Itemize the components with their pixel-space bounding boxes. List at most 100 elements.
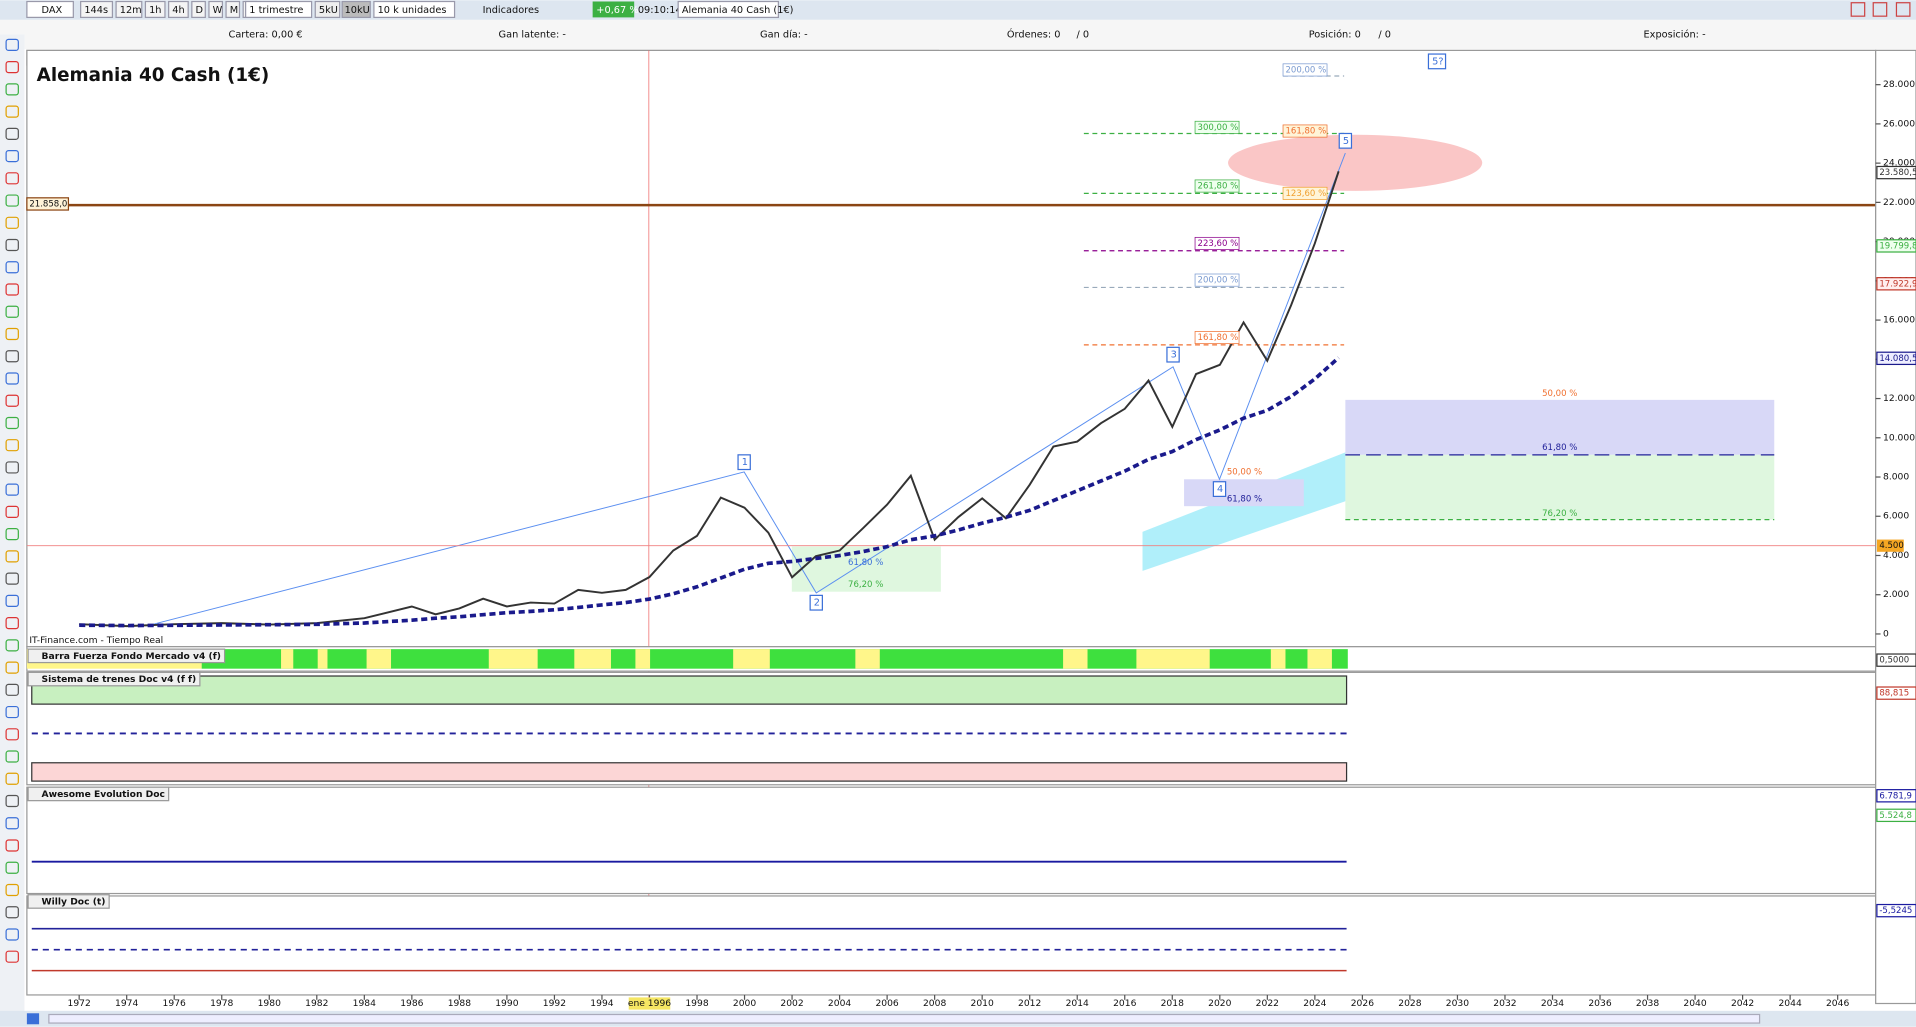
tool-icon[interactable] — [5, 38, 19, 51]
tool-icon[interactable] — [5, 327, 19, 341]
value-tag — [1876, 903, 1916, 918]
tool-icon[interactable] — [5, 839, 19, 852]
symbol[interactable]: DAX — [42, 5, 63, 16]
timeframe-button[interactable] — [225, 0, 241, 19]
y-tick-label: 6.000 — [1883, 511, 1909, 522]
timeframe-button[interactable] — [208, 0, 224, 19]
timeframe-label[interactable]: D — [196, 5, 204, 16]
tool-icon[interactable] — [5, 261, 19, 274]
scroll-button[interactable] — [26, 1013, 40, 1025]
price-axis — [1875, 49, 1916, 1005]
fib-label: 161,80 % — [1285, 127, 1326, 137]
timeframe-button[interactable] — [144, 0, 166, 19]
wave-box — [809, 594, 823, 611]
tool-icon[interactable] — [5, 350, 19, 363]
size-box[interactable] — [314, 0, 341, 19]
target-zone — [1228, 134, 1483, 191]
tool-icon[interactable] — [5, 483, 19, 496]
tool-icon[interactable] — [5, 728, 19, 741]
tool-icon[interactable] — [5, 794, 19, 808]
window-button[interactable] — [1850, 2, 1866, 17]
tool-icon[interactable] — [5, 105, 19, 118]
price-tag — [1876, 351, 1916, 366]
tool-icon[interactable] — [5, 772, 19, 785]
instrument: Alemania 40 Cash (1€) — [682, 5, 794, 16]
tool-icon[interactable] — [5, 238, 19, 252]
scrollbar[interactable] — [48, 1013, 1761, 1024]
tool-icon[interactable] — [5, 883, 19, 897]
tool-icon[interactable] — [5, 750, 19, 763]
tool-icon[interactable] — [5, 950, 19, 963]
panel — [26, 895, 1877, 996]
level-tag — [26, 197, 70, 211]
x-tick-highlight — [628, 997, 671, 1010]
x-tick-label: 2044 — [1778, 998, 1801, 1009]
price-line — [79, 171, 1340, 628]
level-tag — [1876, 539, 1904, 552]
fib-label: 261,80 % — [1198, 182, 1239, 192]
tool-icon[interactable] — [5, 705, 19, 719]
symbol-box[interactable] — [26, 0, 74, 19]
tool-icon[interactable] — [5, 861, 19, 874]
strength-band — [201, 649, 1348, 669]
timeframe-button[interactable] — [80, 0, 114, 19]
timeframe-label[interactable]: W — [213, 5, 223, 16]
tool-icon[interactable] — [5, 394, 19, 407]
tool-icon[interactable] — [5, 194, 19, 207]
timeframe-label[interactable]: 4h — [172, 5, 184, 16]
price-tag-label: 14.080,5 — [1879, 354, 1916, 364]
wave-box — [1212, 481, 1227, 498]
tool-icon[interactable] — [5, 594, 19, 607]
fib-zone — [1345, 454, 1775, 520]
tool-icon[interactable] — [5, 416, 19, 430]
tool-icon[interactable] — [5, 149, 19, 163]
tool-icon[interactable] — [5, 817, 19, 830]
tool-icon[interactable] — [5, 550, 19, 563]
window-button[interactable] — [1895, 2, 1911, 17]
tool-icon[interactable] — [5, 439, 19, 452]
strength-band — [366, 649, 392, 669]
timeframe-label[interactable]: 12m — [120, 5, 142, 16]
timeframe-button[interactable] — [115, 0, 143, 19]
tool-icon[interactable] — [5, 639, 19, 652]
units[interactable]: 10 k unidades — [378, 5, 447, 16]
timeframe-label[interactable]: M — [230, 5, 238, 16]
account-field: Cartera: 0,00 € — [229, 29, 303, 40]
tool-icon[interactable] — [5, 505, 19, 519]
period-box[interactable] — [244, 0, 313, 19]
tool-icon[interactable] — [5, 928, 19, 941]
tool-icon[interactable] — [5, 172, 19, 185]
tool-icon[interactable] — [5, 216, 19, 229]
tool-icon[interactable] — [5, 127, 19, 140]
timeframe-label[interactable]: 144s — [84, 5, 108, 16]
size[interactable]: 5kU — [319, 5, 338, 16]
size-box[interactable] — [341, 0, 371, 19]
tool-icon[interactable] — [5, 305, 19, 318]
clock: 09:10:14 — [638, 5, 682, 16]
x-tick-label: 2046 — [1826, 998, 1849, 1009]
fib-zone — [1184, 479, 1304, 507]
tool-icon[interactable] — [5, 906, 19, 919]
tool-icon[interactable] — [5, 572, 19, 585]
fib-tag — [1194, 331, 1240, 345]
tool-icon[interactable] — [5, 283, 19, 296]
indicators-button[interactable]: Indicadores — [483, 5, 539, 16]
tool-icon[interactable] — [5, 683, 19, 696]
units-box[interactable] — [373, 0, 456, 19]
window-button[interactable] — [1872, 2, 1888, 17]
tool-icon[interactable] — [5, 372, 19, 385]
timeframe-label[interactable]: 1h — [149, 5, 161, 16]
wave-box — [1338, 132, 1353, 149]
timeframe-button[interactable] — [191, 0, 206, 19]
size[interactable]: 10kU — [345, 5, 370, 16]
tool-icon[interactable] — [5, 528, 19, 541]
tool-icon[interactable] — [5, 83, 19, 96]
tool-icon[interactable] — [5, 461, 19, 474]
tool-icon[interactable] — [5, 661, 19, 674]
account-field: Gan latente: - — [499, 29, 567, 40]
period[interactable]: 1 trimestre — [249, 5, 303, 16]
tool-icon[interactable] — [5, 616, 19, 630]
tool-icon[interactable] — [5, 61, 19, 74]
timeframe-button[interactable] — [168, 0, 189, 19]
